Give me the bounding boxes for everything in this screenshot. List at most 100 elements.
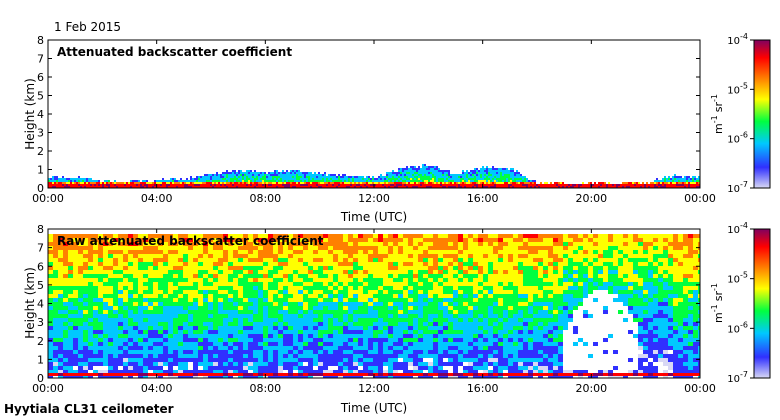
raw-signal-cell	[233, 258, 238, 262]
backscatter-cell	[442, 172, 444, 174]
backscatter-cell	[444, 178, 446, 180]
y-tick-label: 6	[37, 71, 44, 84]
backscatter-cell	[364, 178, 366, 180]
raw-signal-cell	[433, 338, 438, 342]
raw-signal-cell	[103, 238, 108, 242]
raw-signal-cell	[173, 338, 178, 342]
backscatter-cell	[304, 178, 306, 180]
raw-signal-cell	[348, 262, 353, 266]
raw-signal-cell	[63, 266, 68, 270]
raw-signal-cell	[73, 298, 78, 302]
raw-signal-cell	[168, 314, 173, 318]
raw-signal-cell	[208, 358, 213, 362]
raw-signal-cell	[358, 358, 363, 362]
raw-signal-cell	[363, 274, 368, 278]
backscatter-cell	[112, 184, 114, 186]
backscatter-cell	[462, 170, 464, 172]
backscatter-cell	[696, 184, 698, 186]
backscatter-cell	[310, 174, 312, 176]
raw-signal-cell	[163, 258, 168, 262]
backscatter-cell	[150, 184, 152, 186]
raw-signal-cell	[258, 262, 263, 266]
raw-signal-cell	[308, 334, 313, 338]
raw-signal-cell	[253, 330, 258, 334]
raw-signal-cell	[343, 346, 348, 350]
raw-signal-cell	[303, 358, 308, 362]
backscatter-cell	[162, 182, 164, 184]
raw-signal-cell	[173, 262, 178, 266]
raw-signal-cell	[243, 322, 248, 326]
raw-signal-cell	[293, 358, 298, 362]
backscatter-cell	[696, 186, 698, 188]
backscatter-cell	[474, 172, 476, 174]
backscatter-cell	[496, 184, 498, 186]
backscatter-cell	[468, 174, 470, 176]
raw-signal-cell	[193, 362, 198, 366]
backscatter-cell	[148, 186, 150, 188]
raw-signal-cell	[418, 246, 423, 250]
raw-signal-cell	[103, 330, 108, 334]
backscatter-cell	[126, 186, 128, 188]
raw-signal-cell	[88, 250, 93, 254]
raw-signal-cell	[433, 282, 438, 286]
backscatter-cell	[124, 186, 126, 188]
raw-signal-cell	[258, 338, 263, 342]
raw-signal-cell	[78, 354, 83, 358]
backscatter-cell	[222, 180, 224, 182]
backscatter-cell	[444, 176, 446, 178]
raw-signal-cell	[353, 254, 358, 258]
backscatter-cell	[642, 184, 644, 186]
raw-signal-cell	[398, 326, 403, 330]
backscatter-cell	[248, 178, 250, 180]
backscatter-cell	[458, 186, 460, 188]
backscatter-cell	[88, 184, 90, 186]
raw-signal-cell	[423, 346, 428, 350]
backscatter-cell	[168, 180, 170, 182]
raw-signal-cell	[68, 370, 73, 374]
backscatter-cell	[508, 184, 510, 186]
backscatter-cell	[220, 186, 222, 188]
raw-signal-cell	[263, 366, 268, 370]
backscatter-cell	[396, 172, 398, 174]
backscatter-cell	[342, 180, 344, 182]
backscatter-cell	[282, 178, 284, 180]
raw-signal-cell	[148, 334, 153, 338]
raw-signal-cell	[383, 286, 388, 290]
backscatter-cell	[270, 186, 272, 188]
raw-signal-cell	[98, 358, 103, 362]
raw-signal-cell	[313, 254, 318, 258]
raw-signal-cell	[393, 282, 398, 286]
backscatter-cell	[282, 182, 284, 184]
surface-return-cell	[298, 373, 303, 376]
raw-signal-cell	[448, 242, 453, 246]
raw-signal-cell	[58, 314, 63, 318]
raw-signal-cell	[418, 370, 423, 374]
backscatter-cell	[420, 180, 422, 182]
backscatter-cell	[236, 182, 238, 184]
raw-signal-cell	[283, 358, 288, 362]
raw-signal-cell	[178, 330, 183, 334]
raw-signal-cell	[178, 322, 183, 326]
raw-signal-cell	[88, 278, 93, 282]
backscatter-cell	[312, 182, 314, 184]
backscatter-cell	[222, 184, 224, 186]
raw-signal-cell	[88, 338, 93, 342]
raw-signal-cell	[433, 326, 438, 330]
backscatter-cell	[464, 172, 466, 174]
raw-signal-cell	[293, 306, 298, 310]
raw-signal-cell	[383, 314, 388, 318]
raw-signal-cell	[108, 294, 113, 298]
raw-signal-cell	[373, 274, 378, 278]
raw-signal-cell	[88, 354, 93, 358]
backscatter-cell	[528, 184, 530, 186]
backscatter-cell	[326, 182, 328, 184]
backscatter-cell	[410, 182, 412, 184]
raw-signal-cell	[343, 286, 348, 290]
surface-return-cell	[413, 373, 418, 376]
raw-signal-cell	[63, 366, 68, 370]
backscatter-cell	[662, 184, 664, 186]
backscatter-cell	[210, 180, 212, 182]
raw-signal-cell	[163, 234, 168, 238]
backscatter-cell	[378, 186, 380, 188]
surface-return-cell	[403, 373, 408, 376]
